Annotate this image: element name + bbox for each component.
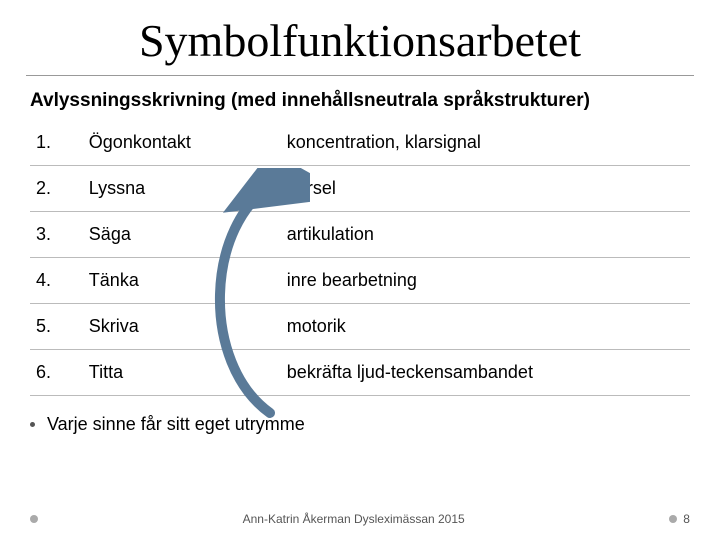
row-number: 6. (30, 350, 83, 396)
slide-subtitle: Avlyssningsskrivning (med innehållsneutr… (0, 76, 720, 120)
row-action: Ögonkontakt (83, 120, 281, 166)
row-action: Titta (83, 350, 281, 396)
bullet-dot-icon (30, 422, 35, 427)
row-number: 5. (30, 304, 83, 350)
row-action: Lyssna (83, 166, 281, 212)
steps-table: 1.Ögonkontaktkoncentration, klarsignal2.… (0, 120, 720, 396)
table-row: 5.Skrivamotorik (30, 304, 690, 350)
row-action: Tänka (83, 258, 281, 304)
footer-credit: Ann-Katrin Åkerman Dysleximässan 2015 (243, 512, 465, 526)
row-number: 3. (30, 212, 83, 258)
bullet-item: Varje sinne får sitt eget utrymme (0, 396, 720, 435)
table-row: 1.Ögonkontaktkoncentration, klarsignal (30, 120, 690, 166)
row-function: motorik (281, 304, 690, 350)
row-action: Säga (83, 212, 281, 258)
table-row: 4.Tänkainre bearbetning (30, 258, 690, 304)
table-row: 6.Tittabekräfta ljud-teckensambandet (30, 350, 690, 396)
page-number: 8 (683, 512, 690, 526)
slide-footer: Ann-Katrin Åkerman Dysleximässan 2015 8 (0, 512, 720, 526)
page-dot-icon (669, 515, 677, 523)
table-row: 2.Lyssnahörsel (30, 166, 690, 212)
row-number: 4. (30, 258, 83, 304)
row-function: koncentration, klarsignal (281, 120, 690, 166)
table-row: 3.Sägaartikulation (30, 212, 690, 258)
row-function: artikulation (281, 212, 690, 258)
row-function: hörsel (281, 166, 690, 212)
bullet-text: Varje sinne får sitt eget utrymme (47, 414, 305, 435)
row-function: inre bearbetning (281, 258, 690, 304)
slide-title: Symbolfunktionsarbetet (26, 0, 694, 76)
row-number: 1. (30, 120, 83, 166)
row-function: bekräfta ljud-teckensambandet (281, 350, 690, 396)
row-action: Skriva (83, 304, 281, 350)
row-number: 2. (30, 166, 83, 212)
footer-dot-icon (30, 515, 38, 523)
